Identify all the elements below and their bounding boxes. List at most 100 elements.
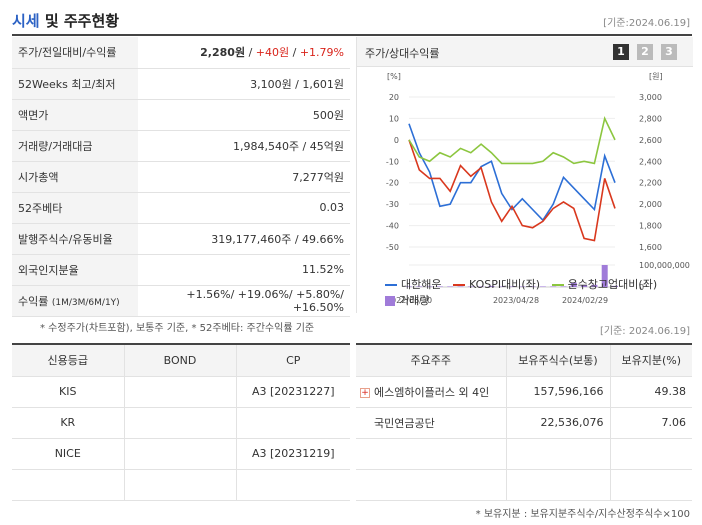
quote-value: 3,100원 / 1,601원 bbox=[138, 68, 350, 100]
quote-value: 0.03 bbox=[138, 192, 350, 224]
left-tick-label: 0 bbox=[394, 136, 399, 145]
right-tick-label: 2,000 bbox=[639, 200, 662, 209]
volume-bar bbox=[550, 286, 557, 287]
series-line-0 bbox=[408, 123, 616, 222]
base-date-2: [기준: 2024.06.19] bbox=[599, 326, 690, 337]
x-tick-label: 2022/06/30 bbox=[386, 296, 432, 305]
volume-bar bbox=[436, 286, 443, 287]
right-tick-label: 1,800 bbox=[639, 222, 662, 231]
volume-bar bbox=[529, 286, 536, 287]
volume-tick-label: 0 bbox=[639, 283, 644, 292]
volume-bar bbox=[539, 286, 546, 287]
quote-row: 52Weeks 최고/최저 3,100원 / 1,601원 bbox=[12, 68, 350, 100]
shareholder-shares bbox=[505, 469, 610, 501]
x-tick-label: 2023/04/28 bbox=[493, 296, 539, 305]
table-row: KR bbox=[12, 407, 350, 439]
table-row: KIS A3 [20231227] bbox=[12, 376, 350, 408]
left-tick-label: -20 bbox=[386, 179, 399, 188]
left-tick-label: -50 bbox=[386, 243, 399, 252]
right-tick-label: 2,400 bbox=[639, 157, 662, 166]
right-tick-label: 3,000 bbox=[639, 93, 662, 102]
credit-agency bbox=[12, 469, 124, 501]
volume-bar bbox=[581, 285, 588, 287]
right-unit-label: [원] bbox=[649, 72, 663, 81]
right-tick-label: 2,600 bbox=[639, 136, 662, 145]
volume-bar bbox=[570, 282, 577, 287]
volume-tick-label: 100,000,000 bbox=[639, 261, 690, 270]
chart-period-button-1[interactable]: 1 bbox=[613, 44, 629, 60]
quote-value: 319,177,460주 / 49.66% bbox=[138, 223, 350, 255]
shareholder-header: 보유지분(%) bbox=[609, 343, 692, 377]
shareholder-ratio bbox=[609, 438, 692, 470]
volume-bar bbox=[519, 286, 526, 287]
shareholder-ratio: 49.38 bbox=[609, 376, 692, 408]
credit-agency: KIS bbox=[12, 376, 124, 408]
credit-cp bbox=[235, 469, 350, 501]
legend-item-volume[interactable]: 거래량 bbox=[385, 292, 429, 308]
quote-key: 외국인지분율 bbox=[12, 254, 138, 286]
legend-item-kospi[interactable]: KOSPI대비(좌) bbox=[452, 276, 540, 292]
shareholder-ratio bbox=[609, 469, 692, 501]
table-row bbox=[12, 469, 350, 501]
volume-bar bbox=[591, 284, 598, 287]
series-line-1 bbox=[408, 139, 616, 242]
credit-header: CP bbox=[235, 343, 350, 377]
quote-row: 52주베타 0.03 bbox=[12, 192, 350, 224]
credit-bond bbox=[123, 376, 236, 408]
right-tick-label: 2,800 bbox=[639, 114, 662, 123]
quote-value: 1,984,540주 / 45억원 bbox=[138, 130, 350, 162]
legend-item-industry[interactable]: 운수창고업대비(좌) bbox=[551, 276, 657, 292]
x-tick-label: 2024/02/29 bbox=[562, 296, 608, 305]
legend-item-stock[interactable]: 대한해운 bbox=[385, 276, 441, 292]
quote-value: 2,280원 / +40원 / +1.79% bbox=[138, 37, 350, 69]
quote-value: 11.52% bbox=[138, 254, 350, 286]
shareholder-shares: 22,536,076 bbox=[505, 407, 610, 439]
quote-row: 시가총액 7,277억원 bbox=[12, 161, 350, 193]
credit-header: 신용등급 bbox=[12, 343, 124, 377]
quote-row: 수익률 (1M/3M/6M/1Y) +1.56%/ +19.06%/ +5.80%… bbox=[12, 285, 350, 317]
note-right: * 보유지분 : 보유지분주식수/지수산정주식수×100 bbox=[475, 509, 690, 520]
right-tick-label: 2,200 bbox=[639, 179, 662, 188]
credit-cp bbox=[235, 407, 350, 439]
chart-panel: 주가/상대수익률 1 2 3 20 10 0 -10 -20 -30 -40 -50 3,000… bbox=[356, 37, 693, 313]
volume-bar bbox=[416, 286, 423, 287]
quote-key: 52주베타 bbox=[12, 192, 138, 224]
quote-table: 주가/전일대비/수익률 2,280원 / +40원 / +1.79% 52Wee… bbox=[12, 37, 350, 317]
credit-cp: A3 [20231219] bbox=[235, 438, 350, 470]
shareholder-name bbox=[356, 438, 506, 470]
quote-key: 수익률 (1M/3M/6M/1Y) bbox=[12, 285, 138, 317]
volume-bar bbox=[488, 285, 495, 287]
credit-header: BOND bbox=[123, 343, 236, 377]
quote-value: +1.56%/ +19.06%/ +5.80%/ +16.50% bbox=[138, 285, 350, 317]
credit-bond bbox=[123, 407, 236, 439]
left-tick-label: -10 bbox=[386, 157, 399, 166]
credit-rating-table: 신용등급 BOND CP KIS A3 [20231227] KR NICE A3 … bbox=[12, 343, 350, 501]
legend-box-icon bbox=[385, 296, 395, 306]
right-tick-label: 1,600 bbox=[639, 243, 662, 252]
shareholder-name: 국민연금공단 bbox=[356, 407, 506, 439]
left-tick-label: 20 bbox=[389, 93, 399, 102]
left-tick-label: -30 bbox=[386, 200, 399, 209]
shareholder-header: 보유주식수(보통) bbox=[505, 343, 610, 377]
volume-bar bbox=[612, 285, 618, 287]
chart-title: 주가/상대수익률 bbox=[365, 47, 440, 60]
chart-header: 주가/상대수익률 1 2 3 bbox=[357, 37, 693, 67]
shareholder-name bbox=[356, 469, 506, 501]
chart-period-button-3[interactable]: 3 bbox=[661, 44, 677, 60]
plus-icon[interactable]: + bbox=[360, 387, 370, 398]
left-tick-label: 10 bbox=[389, 114, 399, 123]
shareholder-ratio: 7.06 bbox=[609, 407, 692, 439]
credit-bond bbox=[123, 469, 236, 501]
chart-legend: 대한해운 KOSPI대비(좌) 운수창고업대비(좌) bbox=[385, 276, 665, 292]
volume-bar bbox=[406, 286, 412, 287]
legend-line-icon bbox=[452, 284, 465, 286]
quote-key: 거래량/거래대금 bbox=[12, 130, 138, 162]
quote-key: 주가/전일대비/수익률 bbox=[12, 37, 138, 69]
quote-row: 주가/전일대비/수익률 2,280원 / +40원 / +1.79% bbox=[12, 37, 350, 69]
shareholder-name[interactable]: + 에스엠하이플러스 외 4인 bbox=[356, 376, 506, 408]
quote-key: 시가총액 bbox=[12, 161, 138, 193]
credit-agency: NICE bbox=[12, 438, 124, 470]
chart-period-button-2[interactable]: 2 bbox=[637, 44, 653, 60]
base-date: [기준:2024.06.19] bbox=[603, 18, 690, 29]
legend-line-icon bbox=[385, 284, 397, 286]
